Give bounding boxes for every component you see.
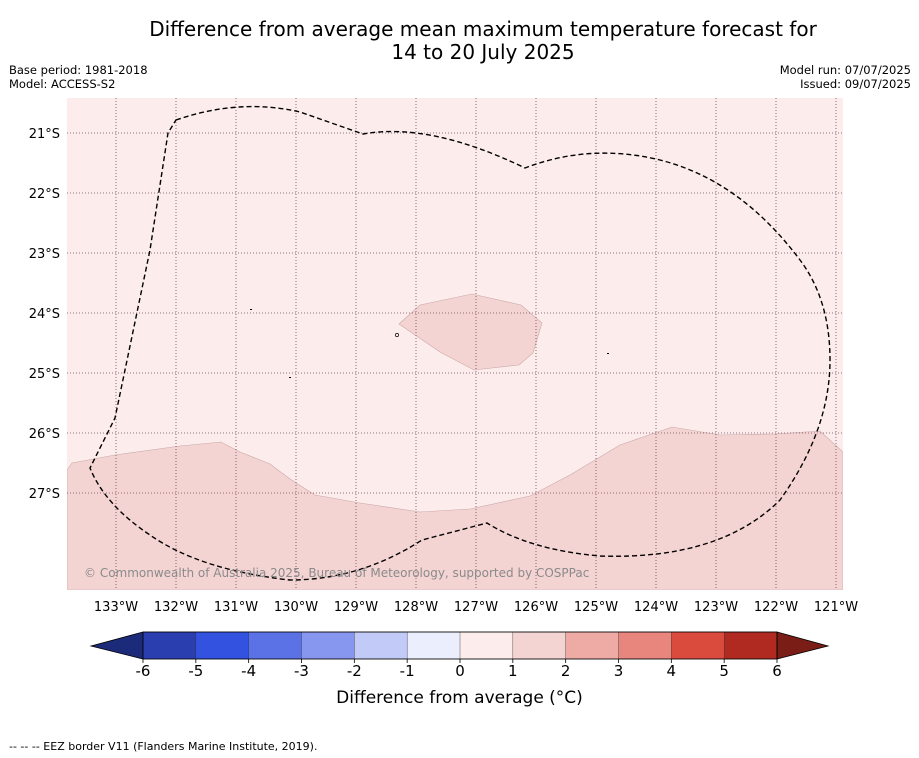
model-text: Model: ACCESS-S2 — [9, 77, 116, 91]
island — [607, 353, 609, 354]
eez-border — [89, 105, 831, 581]
colorbar-tick-label: 5 — [719, 662, 729, 680]
colorbar-tick-label: -1 — [400, 662, 415, 680]
colorbar-segment — [301, 631, 356, 660]
lat-label: 22°S — [29, 187, 60, 202]
anomaly-region-central — [398, 293, 543, 371]
colorbar-tick-label: -3 — [294, 662, 309, 680]
colorbar-tick-label: 4 — [667, 662, 677, 680]
graticule — [67, 98, 843, 590]
chart-title: Difference from average mean maximum tem… — [0, 18, 919, 64]
lon-label: 131°W — [214, 600, 258, 615]
colorbar-segment — [512, 631, 567, 660]
colorbar-segments — [142, 631, 778, 660]
island — [289, 377, 291, 378]
title-line-1: Difference from average mean maximum tem… — [149, 17, 817, 41]
colorbar-segment — [354, 631, 408, 660]
lon-label: 122°W — [754, 600, 798, 615]
colorbar-segment — [142, 631, 197, 660]
model-run-text: Model run: 07/07/2025 — [779, 63, 911, 77]
island — [395, 333, 399, 337]
islands — [250, 309, 609, 378]
colorbar-tick-label: 1 — [508, 662, 518, 680]
colorbar-label: Difference from average (°C) — [336, 688, 583, 708]
lat-label: 21°S — [29, 127, 60, 142]
anomaly-region-south — [67, 426, 843, 590]
lon-label: 128°W — [394, 600, 438, 615]
eez-footnote: -- -- -- EEZ border V11 (Flanders Marine… — [9, 740, 318, 753]
lat-label: 23°S — [29, 247, 60, 262]
colorbar-segment — [618, 631, 673, 660]
colorbar-tick-label: 2 — [561, 662, 571, 680]
lon-label: 127°W — [454, 600, 498, 615]
colorbar-tick-label: -5 — [188, 662, 203, 680]
lon-label: 132°W — [154, 600, 198, 615]
colorbar-segment — [671, 631, 725, 660]
lon-label: 124°W — [634, 600, 678, 615]
colorbar-tick-label: 0 — [455, 662, 465, 680]
colorbar-tick-label: 3 — [614, 662, 624, 680]
lon-label: 130°W — [274, 600, 318, 615]
lon-labels: 133°W 132°W 131°W 130°W 129°W 128°W 127°… — [94, 600, 858, 615]
meta-right: Model run: 07/07/2025 Issued: 09/07/2025 — [780, 63, 911, 91]
lon-label: 123°W — [694, 600, 738, 615]
lon-label: 126°W — [514, 600, 558, 615]
lat-label: 24°S — [29, 307, 60, 322]
base-period-text: Base period: 1981-2018 — [9, 63, 148, 77]
island — [250, 309, 252, 310]
lon-label: 125°W — [574, 600, 618, 615]
lat-label: 25°S — [29, 367, 60, 382]
lon-label: 121°W — [814, 600, 858, 615]
copyright-text: © Commonwealth of Australia 2025, Bureau… — [84, 566, 589, 580]
colorbar-segment — [248, 631, 303, 660]
colorbar-tick-label: 6 — [772, 662, 782, 680]
issued-text: Issued: 09/07/2025 — [800, 77, 911, 91]
title-line-2: 14 to 20 July 2025 — [391, 40, 575, 64]
colorbar-ticks: -6 -5 -4 -3 -2 -1 0 1 2 3 4 5 6 — [136, 659, 782, 680]
lon-label: 129°W — [334, 600, 378, 615]
colorbar-segment — [565, 631, 620, 660]
lat-labels: 21°S 22°S 23°S 24°S 25°S 26°S 27°S — [29, 127, 60, 502]
colorbar-segment — [459, 631, 514, 660]
colorbar-segment — [195, 631, 250, 660]
lat-label: 27°S — [29, 487, 60, 502]
colorbar-segment — [723, 631, 778, 660]
colorbar-tick-label: -2 — [347, 662, 362, 680]
lat-label: 26°S — [29, 427, 60, 442]
colorbar-high-extend — [776, 631, 830, 660]
colorbar: -6 -5 -4 -3 -2 -1 0 1 2 3 4 5 6 — [89, 631, 830, 680]
colorbar-tick-label: -4 — [241, 662, 256, 680]
meta-left: Base period: 1981-2018 Model: ACCESS-S2 — [9, 63, 148, 91]
colorbar-tick-label: -6 — [136, 662, 151, 680]
colorbar-low-extend — [89, 631, 144, 660]
lon-label: 133°W — [94, 600, 138, 615]
colorbar-segment — [406, 631, 461, 660]
